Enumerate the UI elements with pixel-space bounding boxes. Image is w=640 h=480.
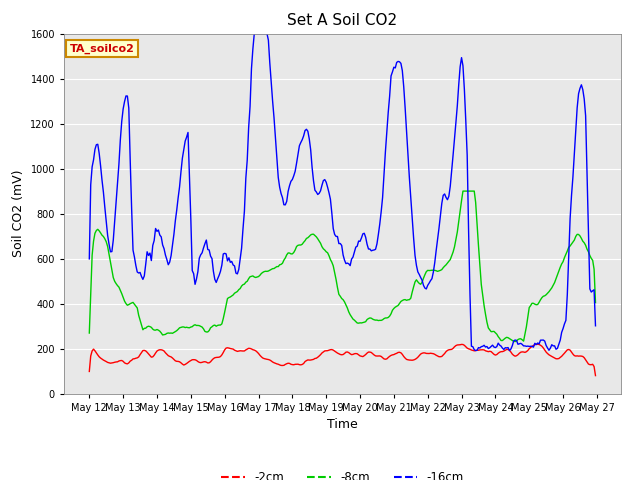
Legend: -2cm, -8cm, -16cm: -2cm, -8cm, -16cm — [216, 466, 468, 480]
Y-axis label: Soil CO2 (mV): Soil CO2 (mV) — [12, 170, 25, 257]
Title: Set A Soil CO2: Set A Soil CO2 — [287, 13, 397, 28]
Text: TA_soilco2: TA_soilco2 — [70, 44, 134, 54]
X-axis label: Time: Time — [327, 418, 358, 431]
